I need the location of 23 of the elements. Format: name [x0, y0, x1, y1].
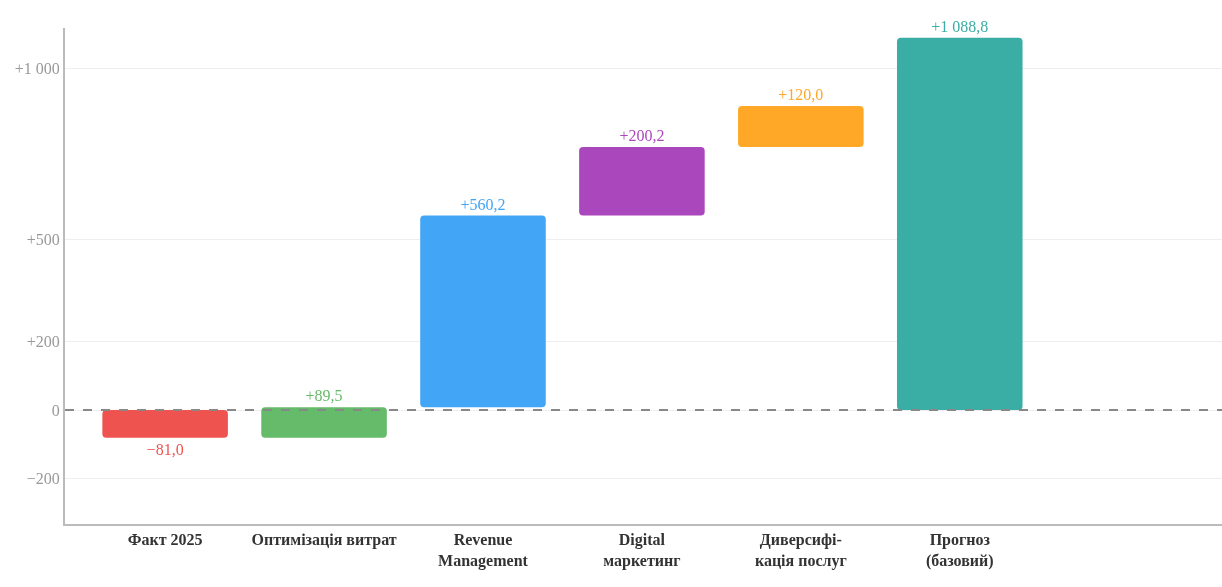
x-tick-label: Оптимізація витрат: [251, 531, 397, 550]
bar: [420, 215, 546, 408]
y-tick-label: +1 000: [14, 59, 60, 77]
data-label: −81,0: [146, 440, 184, 458]
y-tick-label: 0: [51, 401, 60, 419]
x-tick-label: Факт 2025: [127, 531, 203, 549]
bar: [738, 106, 864, 148]
data-label: +200,2: [619, 127, 665, 145]
x-tick-label: Диверсифі- кація послуг: [754, 531, 847, 570]
bar: [896, 37, 1023, 411]
bar: [579, 147, 705, 216]
data-label: +1 088,8: [931, 17, 989, 35]
data-label: +120,0: [778, 86, 824, 104]
x-tick-label: Revenue Management: [438, 531, 529, 570]
bar: [261, 407, 387, 438]
x-tick-label: Digital маркетинг: [603, 531, 681, 570]
data-label: +89,5: [305, 387, 343, 405]
y-tick-label: −200: [26, 470, 60, 488]
data-label: +560,2: [460, 195, 506, 213]
y-tick-label: +500: [26, 230, 60, 248]
x-tick-label: Прогноз (базовий): [925, 531, 994, 570]
bar: [102, 410, 228, 438]
y-tick-label: +200: [26, 333, 60, 351]
